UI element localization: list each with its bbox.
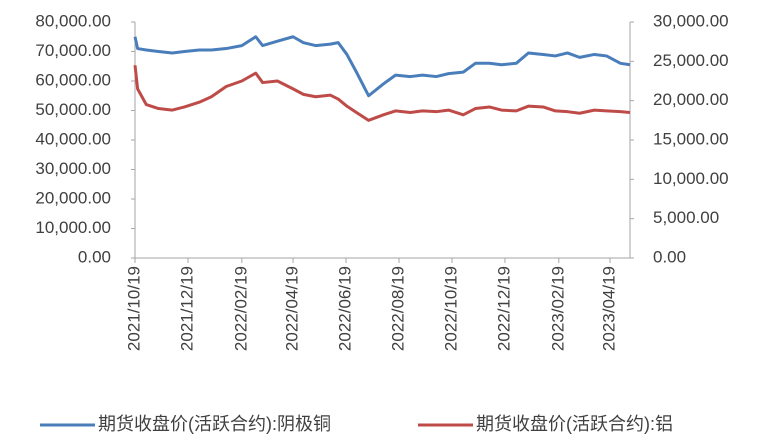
- x-tick-label: 2022/12/19: [494, 266, 513, 351]
- y2-tick-label: 15,000.00: [653, 129, 729, 148]
- y2-tick-label: 20,000.00: [653, 90, 729, 109]
- x-tick-label: 2022/06/19: [336, 266, 355, 351]
- y2-tick-label: 30,000.00: [653, 11, 729, 30]
- series-line: [133, 65, 631, 122]
- y2-tick-label: 5,000.00: [653, 208, 719, 227]
- x-tick-label: 2021/12/19: [177, 266, 196, 351]
- x-tick-label: 2022/02/19: [231, 266, 250, 351]
- x-tick-label: 2022/10/19: [441, 266, 460, 351]
- y-tick-label: 0.00: [78, 247, 111, 266]
- y2-tick-label: 25,000.00: [653, 51, 729, 70]
- series-line: [133, 35, 631, 98]
- x-tick-label: 2022/08/19: [388, 266, 407, 351]
- y-tick-label: 30,000.00: [35, 159, 111, 178]
- y-tick-label: 40,000.00: [35, 129, 111, 148]
- y-tick-label: 10,000.00: [35, 218, 111, 237]
- legend-label: 期货收盘价(活跃合约):阴极铜: [98, 414, 331, 434]
- y-tick-label: 80,000.00: [35, 11, 111, 30]
- y-tick-label: 60,000.00: [35, 70, 111, 89]
- y-tick-label: 70,000.00: [35, 41, 111, 60]
- y2-tick-label: 0.00: [653, 247, 686, 266]
- x-tick-label: 2021/10/19: [124, 266, 143, 351]
- y-tick-label: 20,000.00: [35, 188, 111, 207]
- x-tick-label: 2022/04/19: [283, 266, 302, 351]
- y2-tick-label: 10,000.00: [653, 169, 729, 188]
- legend-label: 期货收盘价(活跃合约):铝: [476, 414, 673, 434]
- x-tick-label: 2023/02/19: [548, 266, 567, 351]
- x-tick-label: 2023/04/19: [600, 266, 619, 351]
- y-tick-label: 50,000.00: [35, 100, 111, 119]
